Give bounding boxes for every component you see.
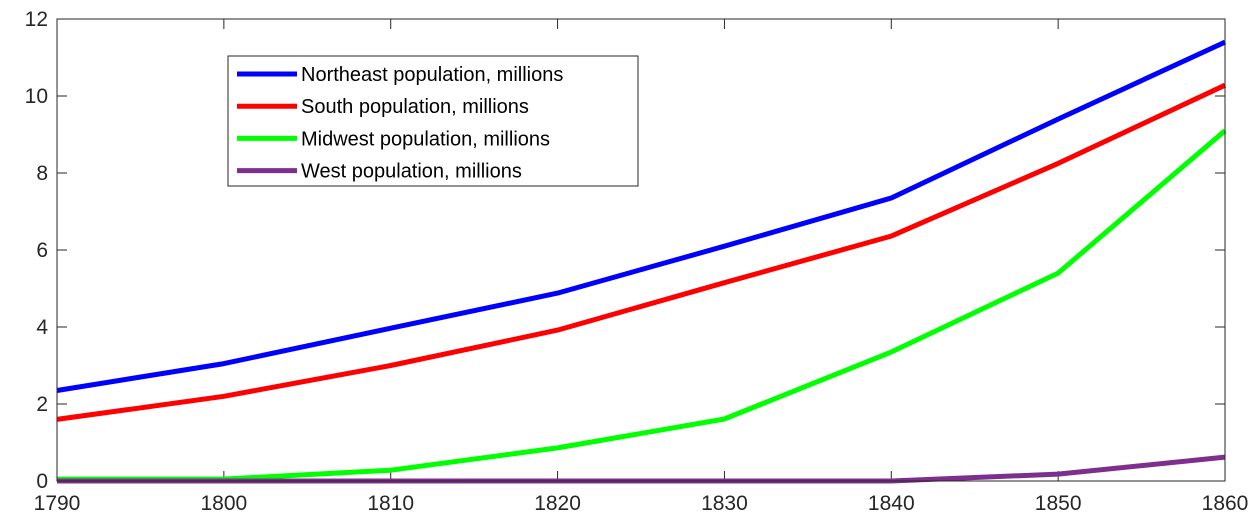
series-line-2 xyxy=(56,82,1227,422)
y-tick-label: 12 xyxy=(25,8,48,31)
x-tick-label: 1830 xyxy=(701,492,748,515)
legend-box xyxy=(227,55,639,187)
legend: Northeast population, millions South popu… xyxy=(227,55,639,187)
legend-entry-label: Northeast population, millions xyxy=(301,64,563,86)
series-line-3 xyxy=(57,128,1227,482)
y-tick-label: 0 xyxy=(36,470,48,493)
x-tick-label: 1790 xyxy=(34,492,81,515)
x-tick-label: 1810 xyxy=(367,492,414,515)
y-tick-label: 4 xyxy=(36,316,48,339)
y-tick-label: 6 xyxy=(36,239,48,262)
legend-entry-label: Midwest population, millions xyxy=(301,128,550,150)
x-tick-label: 1840 xyxy=(868,492,915,515)
series-line-1 xyxy=(56,39,1227,393)
plot-area-frame xyxy=(56,18,1226,482)
y-tick-label: 8 xyxy=(36,162,48,185)
x-tick-label: 1820 xyxy=(534,492,581,515)
y-tick-label: 10 xyxy=(25,85,48,108)
y-tick-label: 2 xyxy=(36,393,48,416)
legend-entry-label: West population, millions xyxy=(301,161,522,183)
legend-entry-label: South population, millions xyxy=(301,96,529,118)
x-tick-label: 1860 xyxy=(1202,492,1249,515)
x-tick-label: 1800 xyxy=(200,492,247,515)
x-tick-label: 1850 xyxy=(1035,492,1082,515)
